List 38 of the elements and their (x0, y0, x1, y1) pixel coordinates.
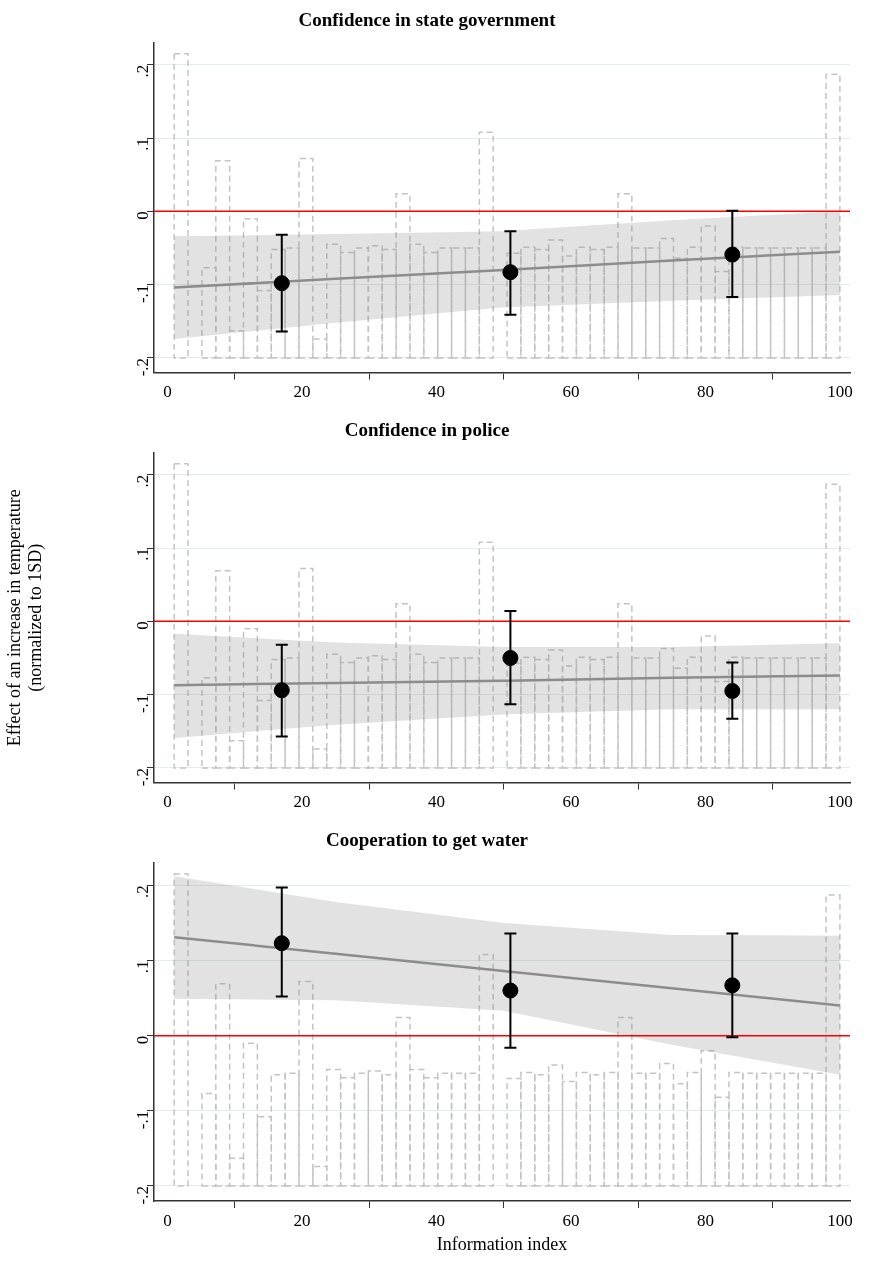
x-tick-label: 100 (827, 382, 853, 402)
y-tick-label: 0 (133, 621, 153, 630)
x-tick-label: 100 (827, 1210, 853, 1230)
y-tick-label: .1 (133, 138, 153, 151)
x-tick-label: 80 (696, 792, 714, 812)
chart-title: Confidence in state government (298, 9, 557, 31)
x-tick-label: 40 (427, 1210, 445, 1230)
chart-title: Confidence in police (344, 419, 510, 441)
y-tick-label: -.1 (133, 284, 153, 304)
x-tick-label: 20 (293, 1210, 311, 1230)
y-tick-label: .2 (133, 474, 153, 488)
y-tick-label: -.2 (133, 1185, 153, 1205)
y-tick-label: -.2 (133, 357, 153, 377)
y-tick-label: 0 (133, 211, 153, 220)
x-tick-label: 40 (427, 792, 445, 812)
y-tick-label: -.1 (133, 1110, 153, 1130)
y-tick-label: .2 (133, 885, 153, 899)
x-tick-label: 60 (562, 382, 580, 402)
y-tick-label: 0 (133, 1035, 153, 1045)
y-tick-label: -.1 (133, 694, 153, 714)
x-tick-label: 0 (163, 1210, 172, 1230)
x-tick-label: 80 (696, 1210, 714, 1230)
x-tick-label: 40 (427, 382, 445, 402)
y-tick-label: .2 (133, 64, 153, 78)
x-tick-label: 20 (293, 792, 311, 812)
x-tick-label: 60 (562, 792, 580, 812)
x-tick-label: 0 (163, 792, 172, 812)
y-tick-label: .1 (133, 960, 153, 974)
x-tick-label: 20 (293, 382, 311, 402)
x-axis-title: Information index (436, 1233, 568, 1254)
x-tick-label: 0 (163, 382, 172, 402)
chart-title: Cooperation to get water (325, 829, 529, 851)
x-tick-label: 80 (696, 382, 714, 402)
y-axis-title: Effect of an increase in temperature (normalized to 1SD) (3, 489, 47, 747)
x-tick-label: 60 (562, 1210, 580, 1230)
y-tick-label: .1 (133, 548, 153, 561)
y-tick-label: -.2 (133, 767, 153, 787)
x-tick-label: 100 (827, 792, 853, 812)
